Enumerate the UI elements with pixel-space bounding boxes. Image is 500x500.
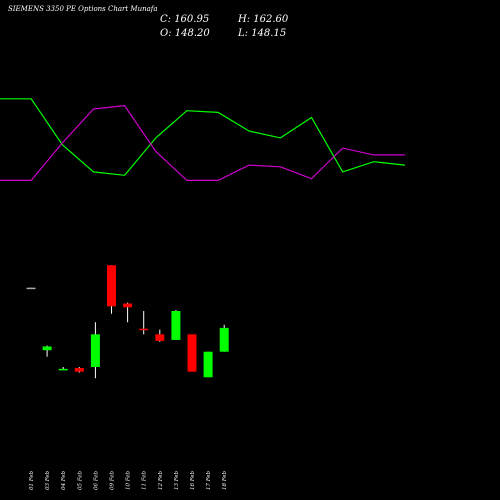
chart-title: SIEMENS 3350 PE Options Chart Munafa <box>8 5 158 13</box>
candle-body <box>171 311 181 340</box>
x-tick-label: 16 Feb <box>190 470 196 490</box>
lower-line <box>0 104 405 181</box>
x-tick-label: 09 Feb <box>110 470 116 490</box>
candle-body <box>90 334 100 367</box>
candle-body <box>42 346 52 351</box>
x-tick-label: 10 Feb <box>126 470 132 490</box>
candle-body <box>139 328 149 331</box>
x-tick-label: 04 Feb <box>61 470 67 490</box>
x-tick-label: 13 Feb <box>174 470 180 490</box>
high-value: H: 162.60 <box>238 14 289 25</box>
candle-body <box>74 367 84 372</box>
candle-body <box>187 334 197 372</box>
x-tick-label: 06 Feb <box>93 470 99 490</box>
candle-body <box>155 334 165 341</box>
close-value: C: 160.95 <box>160 14 210 25</box>
x-tick-label: 01 Feb <box>29 470 35 490</box>
x-tick-label: 17 Feb <box>206 470 212 490</box>
x-tick-label: 18 Feb <box>222 470 228 490</box>
candle-body <box>123 303 133 308</box>
candle-body <box>219 327 229 352</box>
low-value: L: 148.15 <box>238 28 287 39</box>
candle-body <box>26 287 36 290</box>
upper-line <box>0 98 406 176</box>
x-tick-label: 05 Feb <box>77 470 83 490</box>
x-tick-label: 12 Feb <box>158 470 164 490</box>
open-value: O: 148.20 <box>160 28 210 39</box>
x-tick-label: 11 Feb <box>142 470 148 490</box>
candle-body <box>58 368 68 371</box>
candle-body <box>203 351 213 378</box>
candle-body <box>107 265 116 307</box>
x-tick-label: 03 Feb <box>45 470 51 490</box>
